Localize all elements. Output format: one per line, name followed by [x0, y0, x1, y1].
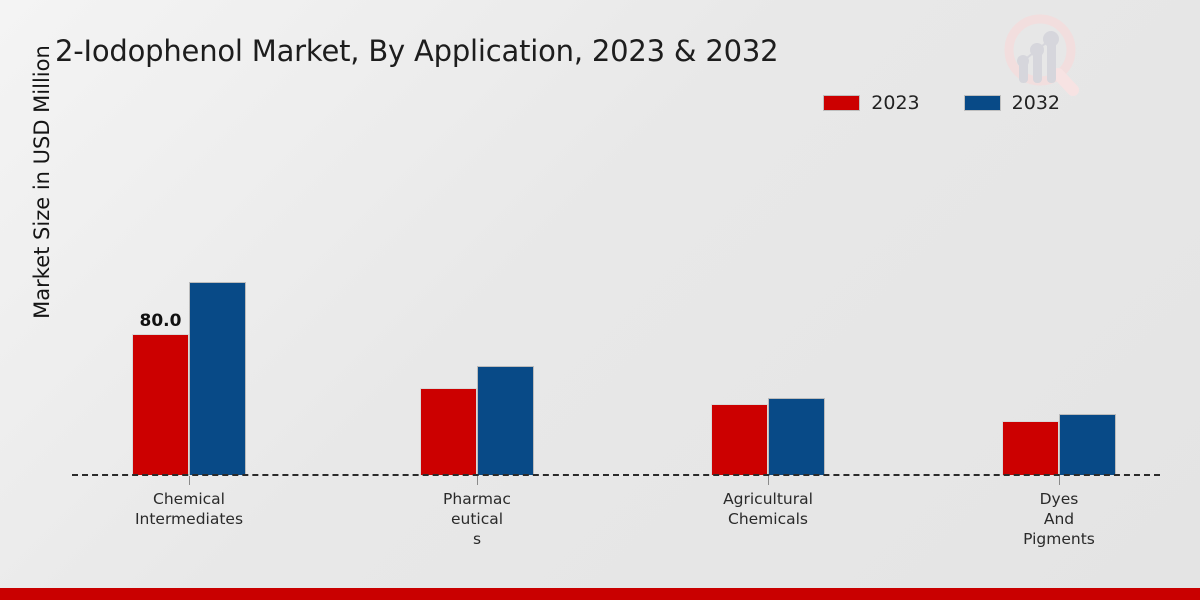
x-axis-tick	[768, 476, 769, 485]
plot-area: 80.0	[72, 130, 1160, 475]
x-axis-category-label: Pharmac eutical s	[377, 489, 577, 549]
legend-item-2032[interactable]: 2032	[963, 92, 1060, 114]
legend-label-2023: 2023	[871, 92, 920, 114]
bar-value-label: 80.0	[139, 311, 182, 331]
bar-2032-chemical-intermediates[interactable]	[189, 282, 246, 475]
category-label-line: Dyes	[1039, 490, 1079, 508]
bar-2023-chemical-intermediates[interactable]: 80.0	[132, 311, 189, 475]
category-label-line: Agricultural	[723, 490, 813, 508]
x-axis-category-label: Agricultural Chemicals	[668, 489, 868, 529]
bar-2032-pharmaceuticals[interactable]	[477, 366, 534, 475]
x-axis-labels: Chemical Intermediates Pharmac eutical s Agri…	[0, 476, 1200, 596]
category-label-line: Intermediates	[134, 510, 244, 528]
bar-2023-agricultural-chemicals[interactable]	[711, 403, 768, 475]
bar-2023-dyes-and-pigments[interactable]	[1002, 421, 1059, 475]
bar-pair	[711, 397, 825, 475]
x-axis-tick	[189, 476, 190, 485]
bar-pair	[1002, 414, 1116, 475]
bar-2023-pharmaceuticals[interactable]	[420, 387, 477, 475]
footer-accent-bar	[0, 588, 1200, 600]
legend-item-2023[interactable]: 2023	[823, 92, 920, 114]
category-label-line: Chemical	[153, 490, 225, 508]
x-axis-baseline	[72, 474, 1160, 476]
bar-2032-dyes-and-pigments[interactable]	[1059, 414, 1116, 475]
category-label-line: Pigments	[1023, 530, 1095, 548]
chart-legend: 2023 2032	[823, 92, 1060, 114]
logo-icon	[1004, 14, 1079, 96]
watermark-logo	[995, 12, 1087, 98]
y-axis-title: Market Size in USD Million	[30, 45, 54, 319]
category-label-line: Pharmac	[443, 490, 511, 508]
bar-2032-agricultural-chemicals[interactable]	[768, 397, 825, 475]
legend-swatch-2023	[823, 95, 861, 111]
x-axis-tick	[1059, 476, 1060, 485]
chart-title: 2-Iodophenol Market, By Application, 202…	[55, 34, 779, 68]
x-axis-category-label: Dyes And Pigments	[959, 489, 1159, 549]
legend-swatch-2032	[963, 95, 1001, 111]
x-axis-tick	[477, 476, 478, 485]
category-label-line: s	[472, 530, 482, 548]
category-label-line: Chemicals	[728, 510, 808, 528]
legend-label-2032: 2032	[1011, 92, 1060, 114]
bar-pair: 80.0	[132, 282, 246, 475]
category-label-line: And	[1043, 510, 1075, 528]
x-axis-category-label: Chemical Intermediates	[89, 489, 289, 529]
bar-pair	[420, 366, 534, 475]
category-label-line: eutical	[450, 510, 504, 528]
